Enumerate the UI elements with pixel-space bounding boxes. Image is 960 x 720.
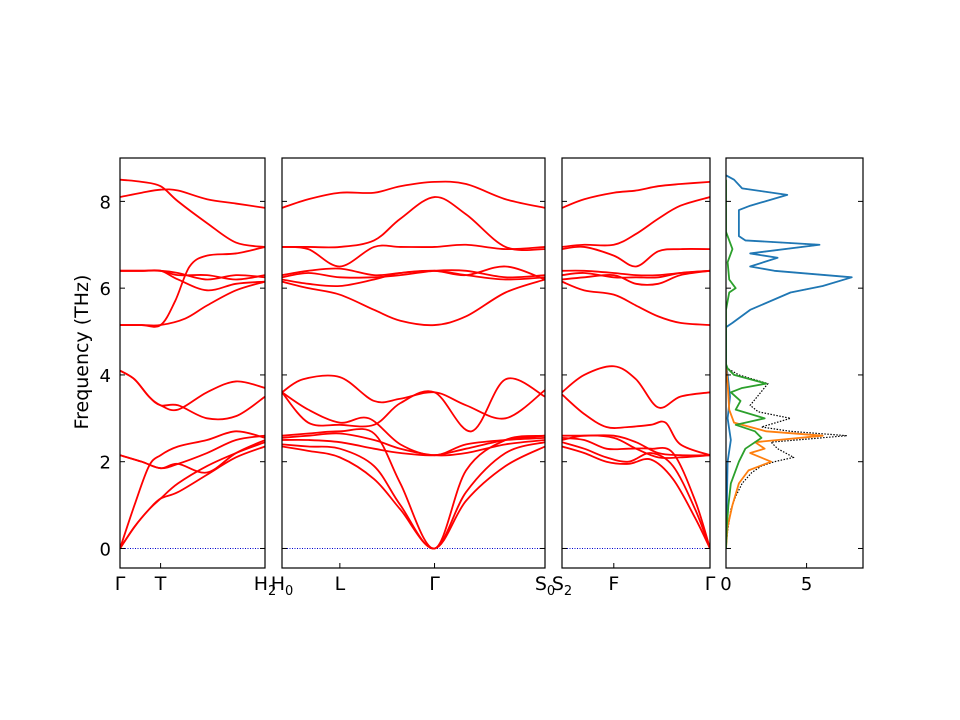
phonon-band-11 (282, 265, 545, 281)
dos-x-tick-label: 5 (801, 574, 812, 595)
dos-curve-3 (726, 179, 768, 549)
panel-frame (119, 157, 266, 569)
phonon-band-4 (282, 428, 545, 550)
phonon-band-1 (562, 441, 710, 549)
phonon-band-8 (120, 280, 265, 327)
phonon-band-8 (282, 278, 545, 327)
phonon-band-13 (282, 196, 545, 251)
x-tick-label: Γ (115, 573, 126, 595)
phonon-band-5 (562, 393, 710, 457)
phonon-band-4 (120, 439, 265, 474)
y-tick-label: 6 (100, 279, 111, 300)
phonon-band-3 (282, 432, 545, 457)
phonon-band-10 (562, 269, 710, 277)
phonon-band-12 (562, 196, 710, 248)
phonon-band-6 (120, 369, 265, 421)
panel-frame (561, 157, 711, 569)
phonon-band-4 (562, 434, 710, 457)
phonon-band-7 (562, 280, 710, 326)
phonon-band-6 (282, 374, 545, 420)
phonon-band-14 (282, 180, 545, 209)
x-tick-label: F (608, 573, 619, 595)
phonon-band-2 (282, 434, 545, 457)
phonon-band-11 (120, 269, 265, 292)
phonon-band-12 (282, 243, 545, 268)
phonon-band-13 (562, 180, 710, 209)
band-panel-s2-f-gamma: S2 F Γ (552, 157, 716, 599)
phonon-band-12 (120, 188, 265, 209)
x-tick-label: Γ (705, 573, 716, 595)
phonon-band-5 (120, 369, 265, 412)
dos-x-tick-label: 0 (720, 574, 731, 595)
dos-curve-1 (726, 174, 853, 549)
band-panel-h0-l-gamma-s0: H0 L Γ S0 (271, 157, 555, 599)
dos-curve-2 (726, 366, 824, 549)
phonon-band-6 (562, 365, 710, 409)
x-tick-label: T (154, 573, 167, 595)
y-tick-label: 8 (100, 192, 111, 213)
phonon-band-5 (282, 391, 545, 457)
phonon-band-13 (120, 178, 265, 248)
phonon-band-1 (282, 441, 545, 550)
y-tick-label: 4 (100, 366, 111, 387)
y-tick-label: 2 (100, 453, 111, 474)
phonon-band-0 (562, 445, 710, 549)
x-tick-label: L (335, 573, 346, 595)
phonon-band-2 (562, 436, 710, 549)
y-axis-label: Frequency (THz) (71, 275, 93, 430)
phonon-band-8 (562, 269, 710, 286)
y-tick-label: 0 (100, 539, 111, 560)
x-tick-label: Γ (429, 573, 440, 595)
dos-curve-0 (726, 174, 853, 549)
panel-frame (281, 157, 546, 569)
phonon-band-10 (282, 269, 545, 279)
phonon-band-0 (282, 445, 545, 550)
phonon-band-2 (120, 430, 265, 549)
phonon-band-3 (120, 434, 265, 470)
phonon-band-7 (282, 377, 545, 433)
dos-frame (725, 157, 864, 569)
phonon-band-11 (562, 245, 710, 268)
